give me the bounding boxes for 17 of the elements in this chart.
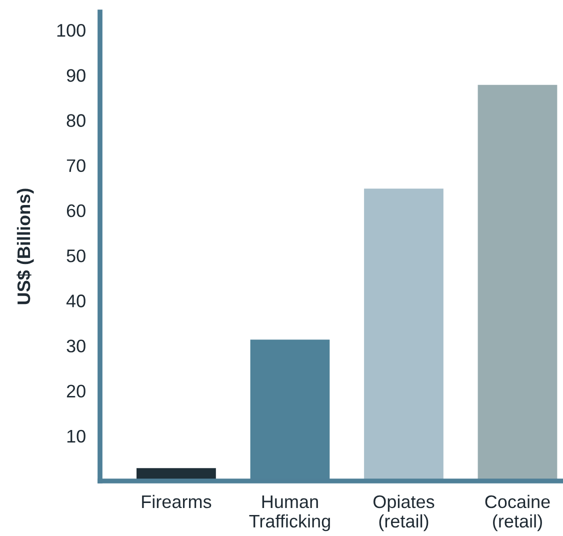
y-tick-label: 50 xyxy=(66,249,86,262)
x-tick-label: Opiates (retail) xyxy=(373,494,434,532)
y-tick-label: 70 xyxy=(66,159,86,172)
x-tick-label: Firearms xyxy=(142,494,212,508)
y-axis-title: US$ (Billions) xyxy=(16,188,34,304)
y-tick-label: 10 xyxy=(67,430,86,443)
y-tick-label: 20 xyxy=(66,384,86,398)
y-tick-label: 30 xyxy=(66,340,86,352)
y-tick-label: 40 xyxy=(66,294,86,308)
x-tick-label: Cocaine (retail) xyxy=(485,494,550,532)
x-tick-label: Human Trafficking xyxy=(249,496,330,532)
bar xyxy=(362,187,445,481)
y-tick-label: 90 xyxy=(66,69,86,82)
y-tick-label: 60 xyxy=(66,204,86,218)
bar xyxy=(476,83,559,481)
y-tick-label: 100 xyxy=(57,24,86,37)
y-tick-label: 80 xyxy=(66,114,86,127)
